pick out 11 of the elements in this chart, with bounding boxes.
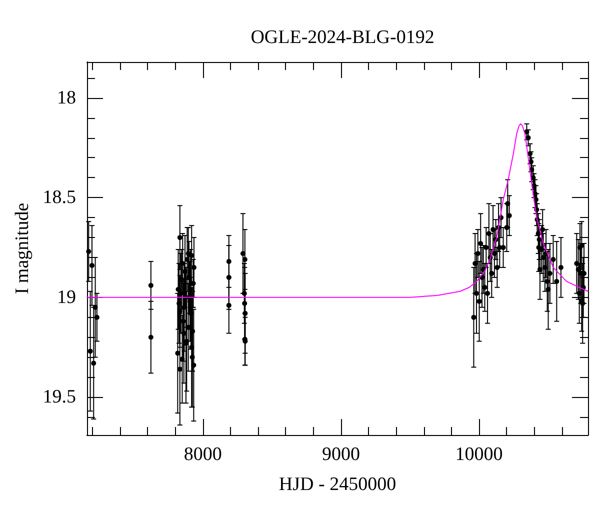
- x-tick-label: 9000: [322, 444, 360, 465]
- x-axis-title: HJD - 2450000: [278, 474, 396, 495]
- y-tick-label: 19.5: [42, 386, 76, 408]
- y-tick-label: 19: [57, 286, 76, 308]
- x-tick-label: 10000: [455, 444, 503, 465]
- chart-title: OGLE-2024-BLG-0192: [250, 27, 434, 48]
- y-tick-label: 18: [57, 87, 76, 108]
- y-axis-title: I magnitude: [12, 202, 33, 294]
- x-tick-label: 8000: [184, 444, 222, 465]
- y-tick-label: 18.5: [42, 187, 76, 208]
- line-series: [86, 123, 588, 298]
